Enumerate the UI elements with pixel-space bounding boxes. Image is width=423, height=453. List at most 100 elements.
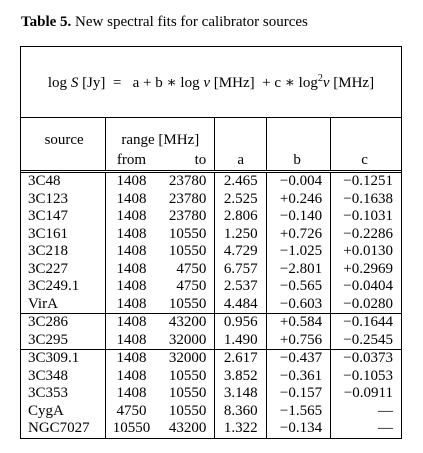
header-row-2: from to a b c	[21, 150, 401, 172]
formula-s: S	[70, 74, 79, 91]
cell-from: 1408	[105, 385, 157, 403]
cell-a: 2.617	[214, 349, 267, 368]
formula-term-c: c ∗ log	[274, 74, 318, 91]
cell-a: 2.465	[214, 170, 267, 191]
formula-term-a: a +	[132, 74, 156, 91]
cell-from: 4750	[105, 402, 157, 420]
header-c: c	[330, 150, 401, 172]
header-range: range [MHz]	[105, 130, 215, 150]
formula-lhs: log	[47, 74, 71, 91]
cell-from: 1408	[105, 278, 157, 296]
table-row: 3C218 1408 10550 4.729 −1.025 +0.0130	[21, 243, 401, 261]
cell-c: —	[330, 402, 401, 420]
cell-b: −1.025	[266, 243, 331, 261]
table-row: 3C249.1 1408 4750 2.537 −0.565 −0.0404	[21, 278, 401, 296]
cell-to: 4750	[176, 260, 207, 277]
cell-to: 10550	[168, 243, 207, 259]
cell-a: 2.537	[214, 278, 267, 296]
table-row: 3C48 1408 23780 2.465 −0.004 −0.1251	[21, 170, 401, 191]
cell-from: 1408	[105, 331, 157, 350]
cell-b: −0.004	[266, 170, 331, 191]
cell-a: 4.729	[214, 243, 267, 261]
cell-c: −0.0911	[330, 385, 401, 403]
cell-c: −0.1031	[330, 208, 401, 226]
cell-source: NGC7027	[28, 420, 90, 436]
caption-text: New spectral fits for calibrator sources	[71, 14, 308, 30]
table-row: 3C227 1408 4750 6.757 −2.801 +0.2969	[21, 260, 401, 278]
table-body: 3C48 1408 23780 2.465 −0.004 −0.1251 3C123 1408…	[21, 170, 401, 438]
table-row: 3C161 1408 10550 1.250 +0.726 −0.2286	[21, 225, 401, 243]
cell-to: 10550	[168, 225, 207, 242]
table-row: 3C353 1408 10550 3.148 −0.157 −0.0911	[21, 385, 401, 403]
formula-box: log S [Jy] = a + b ∗ log ν [MHz] + c ∗ l…	[20, 46, 402, 118]
formula-unit-2: [MHz]	[329, 74, 375, 91]
formula-nu-2: ν	[322, 74, 330, 91]
cell-a: 3.148	[214, 385, 267, 403]
cell-to: 43200	[156, 313, 215, 332]
cell-source: 3C309.1	[21, 349, 106, 368]
cell-c: —	[330, 420, 401, 438]
cell-c: −0.1644	[330, 313, 401, 332]
cell-c: −0.1251	[330, 170, 401, 191]
cell-c: −0.1053	[330, 367, 401, 385]
header-from: from	[105, 150, 157, 172]
table-row: 3C309.1 1408 32000 2.617 −0.437 −0.0373	[21, 349, 401, 368]
cell-a: 6.757	[214, 260, 267, 278]
header-to: to	[194, 152, 207, 168]
cell-from: 10550	[105, 420, 157, 438]
cell-from: 1408	[105, 225, 157, 243]
table-row: NGC7027 10550 43200 1.322 −0.134—	[21, 420, 401, 438]
cell-a: 2.806	[214, 208, 267, 226]
cell-a: 3.852	[214, 367, 267, 385]
table-row: 3C147 1408 23780 2.806 −0.140 −0.1031	[21, 208, 401, 226]
cell-b: −0.437	[266, 349, 331, 368]
cell-from: 1408	[105, 295, 157, 314]
cell-a: 8.360	[214, 402, 267, 420]
cell-from: 1408	[105, 349, 157, 368]
cell-a: 1.250	[214, 225, 267, 243]
cell-a: 1.322	[214, 420, 267, 438]
table-wrapper: source range [MHz] from to a b c 3C48 140…	[20, 118, 402, 439]
cell-b: −2.801	[266, 260, 331, 278]
cell-to: 43200	[168, 420, 207, 436]
caption-label: Table 5.	[21, 14, 72, 30]
cell-to: 32000	[168, 331, 207, 348]
spectral-fits-table: source range [MHz] from to a b c 3C48 140…	[21, 118, 401, 438]
header-a: a	[214, 150, 267, 172]
cell-b: +0.584	[266, 313, 331, 332]
cell-source: 3C353	[28, 385, 69, 401]
cell-from: 1408	[105, 190, 157, 208]
cell-a: 2.525	[214, 190, 267, 208]
cell-source: 3C227	[28, 260, 69, 277]
formula: log S [Jy] = a + b ∗ log ν [MHz] + c ∗ l…	[48, 73, 374, 92]
cell-b: −1.565	[266, 402, 331, 420]
table-row: 3C286 1408 43200 0.956 +0.584 −0.1644	[21, 313, 401, 332]
cell-b: −0.565	[266, 278, 331, 296]
cell-b: +0.726	[266, 225, 331, 243]
cell-from: 1408	[105, 260, 157, 278]
cell-from: 1408	[105, 170, 157, 191]
cell-source: 3C286	[21, 313, 106, 332]
cell-source: CygA	[28, 402, 64, 419]
cell-b: +0.246	[266, 190, 331, 208]
formula-nu-1: ν	[203, 74, 211, 91]
cell-to: 23780	[168, 208, 207, 224]
table-row: CygA 4750 10550 8.360 −1.565—	[21, 402, 401, 420]
cell-c: −0.0280	[330, 295, 401, 314]
cell-b: −0.140	[266, 208, 331, 226]
header-b: b	[266, 150, 331, 172]
cell-to: 10550	[168, 367, 207, 384]
cell-source: 3C249.1	[28, 278, 80, 294]
header-row-1: source range [MHz]	[21, 130, 401, 150]
cell-c: +0.0130	[330, 243, 401, 261]
cell-from: 1408	[105, 243, 157, 261]
cell-a: 1.490	[214, 331, 267, 350]
formula-square: 2	[317, 72, 323, 84]
cell-from: 1408	[105, 367, 157, 385]
cell-to: 32000	[156, 349, 215, 368]
cell-b: −0.157	[266, 385, 331, 403]
cell-a: 0.956	[214, 313, 267, 332]
table-caption: Table 5. New spectral fits for calibrato…	[21, 14, 308, 31]
cell-c: +0.2969	[330, 260, 401, 278]
cell-source: 3C48	[21, 170, 106, 191]
